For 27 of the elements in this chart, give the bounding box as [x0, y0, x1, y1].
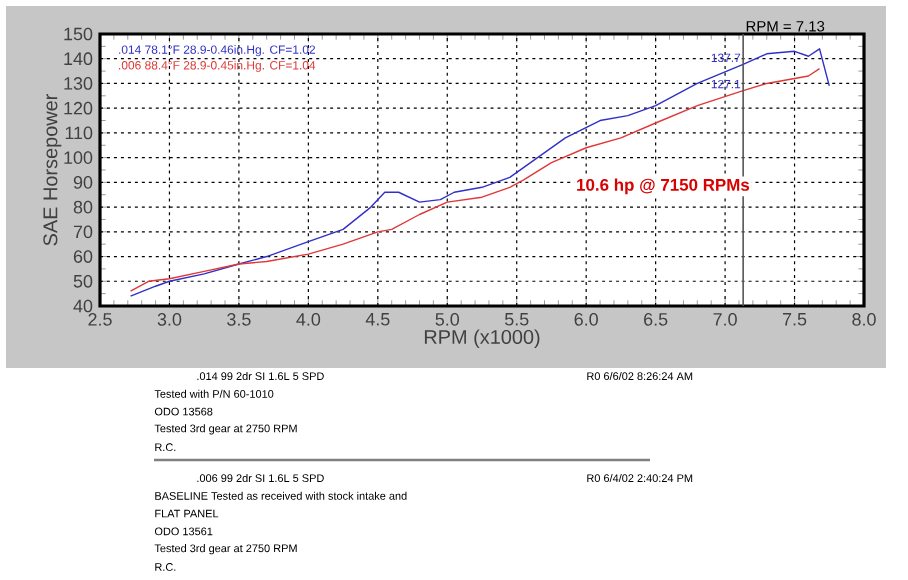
x-tick-label: 2.5: [88, 313, 112, 326]
y-tick-label: 120: [64, 101, 93, 115]
y-tick-label: 150: [64, 27, 93, 41]
x-tick-label: 4.0: [296, 313, 321, 326]
y-tick-label: 60: [73, 250, 93, 263]
annotation: 10.6 hp @ 7150 RPMs: [577, 178, 750, 195]
x-axis-title: RPM (x1000): [424, 329, 540, 348]
y-tick-label: 110: [65, 126, 93, 140]
x-tick-label: 6.0: [574, 313, 598, 326]
x-tick-label: 3.5: [227, 313, 251, 326]
y-axis-title: SAE Horsepower: [43, 93, 62, 246]
y-tick-label: 50: [73, 274, 93, 288]
x-tick-label: 5.0: [435, 313, 460, 326]
x-tick-label: 3.0: [157, 313, 182, 326]
y-tick-label: 70: [73, 225, 93, 239]
x-tick-label: 8.0: [852, 313, 876, 326]
y-tick-label: 100: [64, 151, 93, 164]
x-tick-label: 5.5: [504, 313, 529, 326]
x-tick-label: 4.5: [365, 313, 390, 326]
y-tick-label: 90: [73, 176, 93, 189]
x-tick-label: 7.0: [713, 313, 737, 326]
y-tick-label: 130: [64, 77, 93, 90]
x-tick-label: 6.5: [644, 313, 668, 326]
y-tick-label: 80: [73, 200, 93, 214]
y-tick-label: 140: [64, 52, 93, 66]
y-tick-label: 40: [73, 299, 93, 313]
x-tick-label: 7.5: [782, 313, 807, 326]
